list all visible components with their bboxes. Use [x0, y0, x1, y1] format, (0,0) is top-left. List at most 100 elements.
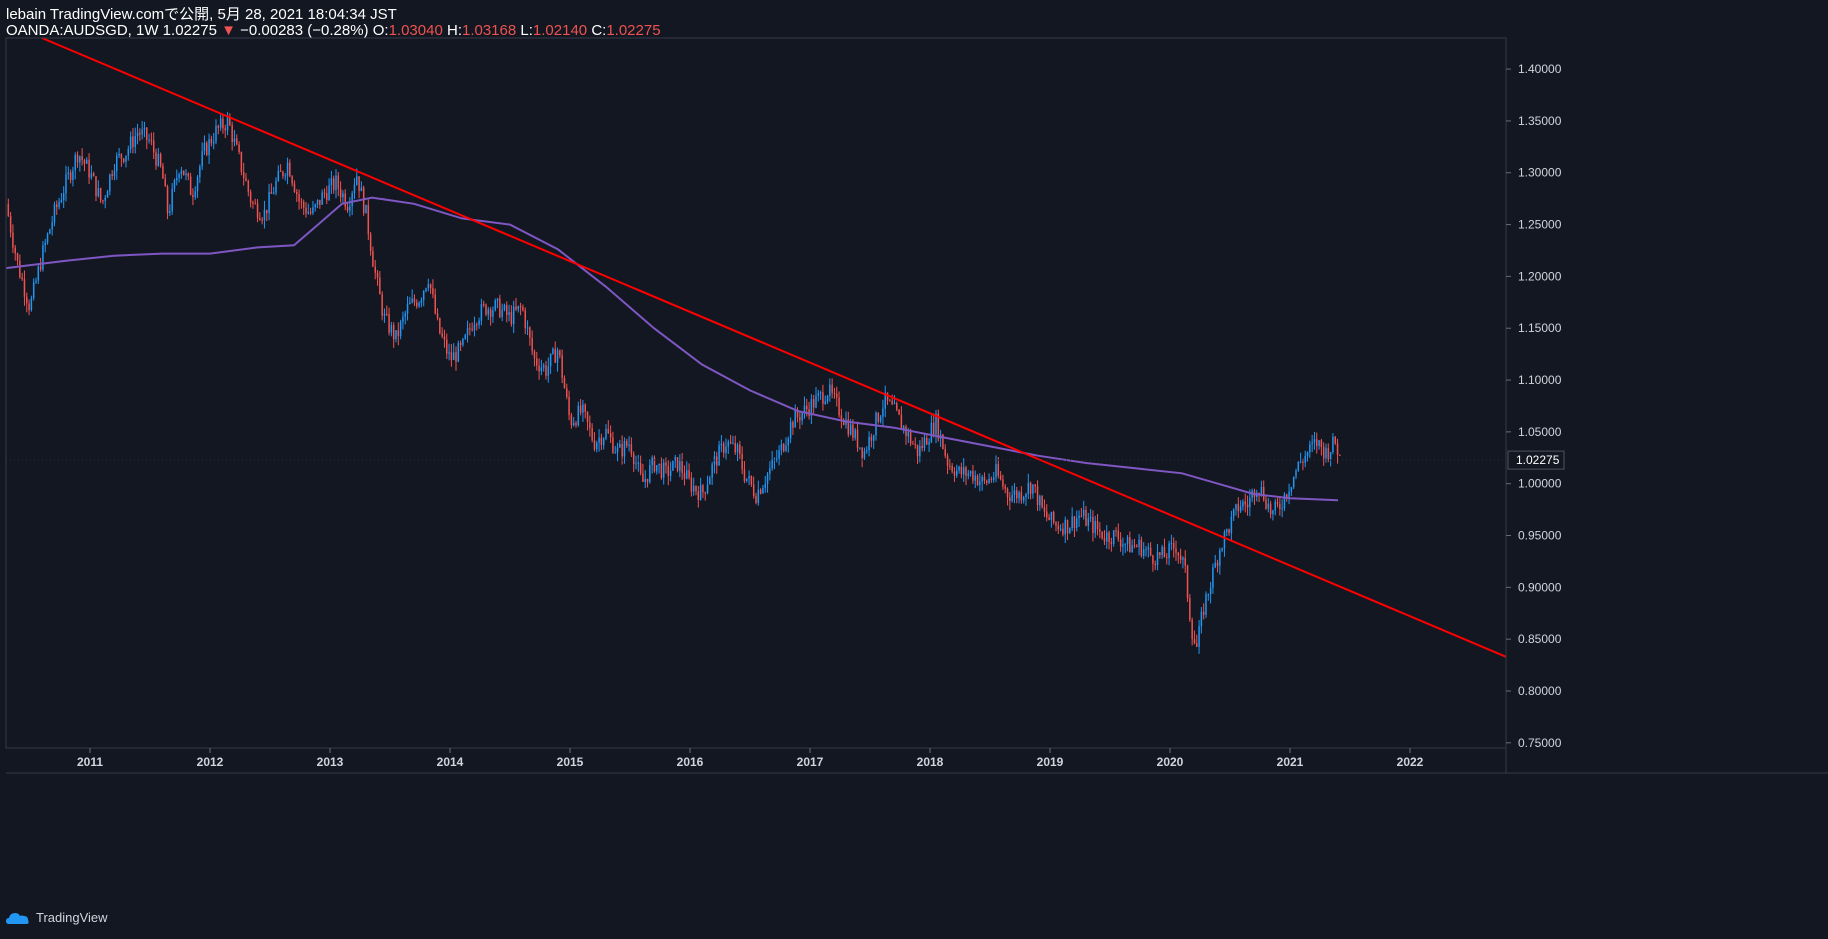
candle-body	[1309, 444, 1311, 453]
candle-body	[981, 476, 983, 482]
candle-body	[937, 413, 940, 439]
candle-body	[12, 232, 14, 248]
x-tick-label: 2016	[677, 755, 704, 769]
candle-body	[1043, 507, 1046, 512]
candle-body	[852, 424, 854, 438]
candle-body	[891, 400, 893, 405]
candle-body	[1110, 542, 1113, 544]
candle-body	[893, 403, 896, 405]
candle-body	[1073, 516, 1076, 529]
candle-body	[386, 313, 388, 315]
candle-body	[476, 324, 478, 326]
candle-body	[360, 187, 363, 192]
candle-body	[831, 384, 833, 393]
candle-body	[679, 461, 681, 471]
candle-body	[356, 176, 358, 185]
candle-body	[1106, 532, 1108, 542]
candle-body	[1292, 476, 1295, 488]
candle-body	[206, 142, 208, 155]
candle-body	[545, 365, 547, 376]
candle-body	[1078, 515, 1080, 518]
candle-body	[960, 466, 963, 475]
candle-body	[665, 462, 667, 466]
candle-body	[935, 413, 937, 435]
candle-body	[263, 209, 266, 221]
candle-body	[1274, 501, 1276, 511]
candle-body	[598, 437, 600, 443]
candle-body	[180, 170, 183, 175]
candle-body	[279, 170, 282, 172]
candle-body	[328, 185, 330, 201]
candle-body	[1022, 497, 1025, 501]
candle-body	[178, 174, 180, 178]
candle-body	[249, 191, 252, 203]
candle-body	[372, 251, 374, 267]
candle-body	[815, 395, 817, 408]
candle-body	[185, 173, 187, 176]
candle-body	[1062, 528, 1064, 535]
candle-body	[579, 405, 582, 413]
candle-body	[967, 473, 970, 476]
candle-body	[912, 443, 914, 445]
symbol-label[interactable]: OANDA:AUDSGD, 1W 1.02275	[6, 22, 217, 39]
candle-body	[1052, 511, 1055, 523]
candle-body	[812, 399, 815, 408]
candle-body	[1050, 511, 1053, 521]
candle-body	[1002, 479, 1004, 487]
candle-body	[492, 310, 494, 317]
candle-body	[716, 456, 718, 466]
candle-body	[803, 405, 806, 414]
candle-body	[455, 352, 457, 362]
candle-body	[750, 475, 753, 485]
candle-body	[487, 309, 490, 315]
low-label: L:	[520, 22, 533, 39]
candle-body	[1080, 515, 1083, 517]
candle-body	[1283, 494, 1286, 509]
candle-body	[46, 233, 49, 243]
candle-body	[171, 188, 173, 212]
candle-body	[459, 343, 462, 345]
y-tick-label: 0.75000	[1518, 736, 1562, 750]
candle-body	[26, 296, 28, 304]
candle-body	[14, 247, 16, 254]
candle-body	[829, 384, 831, 397]
candle-body	[577, 405, 580, 426]
candle-body	[1152, 555, 1154, 564]
candle-body	[1295, 470, 1297, 477]
candle-body	[134, 136, 136, 148]
candle-body	[533, 351, 536, 359]
candle-body	[600, 437, 603, 446]
candle-body	[81, 156, 83, 161]
candle-body	[312, 207, 314, 214]
candle-body	[381, 294, 383, 316]
candle-body	[824, 401, 826, 404]
candle-body	[1286, 494, 1288, 498]
candle-body	[65, 174, 67, 194]
candle-body	[686, 470, 688, 479]
candle-body	[549, 353, 552, 367]
candle-body	[789, 422, 792, 439]
candle-body	[369, 234, 372, 252]
candle-body	[529, 327, 531, 338]
candle-body	[480, 303, 483, 321]
candle-body	[222, 118, 224, 129]
candle-body	[37, 266, 40, 281]
y-tick-label: 1.10000	[1518, 373, 1562, 387]
candle-body	[907, 432, 910, 437]
candle-body	[1027, 482, 1030, 494]
tradingview-footer[interactable]: TradingView	[6, 910, 108, 925]
candle-body	[462, 338, 464, 345]
candle-body	[466, 328, 469, 335]
candle-body	[23, 279, 26, 297]
candle-body	[1318, 440, 1320, 446]
candle-body	[697, 491, 700, 500]
candle-body	[1313, 439, 1316, 443]
candle-body	[1020, 492, 1023, 501]
candle-body	[307, 211, 310, 214]
candle-body	[1299, 461, 1302, 463]
candle-body	[351, 193, 353, 207]
candle-body	[838, 397, 840, 416]
candle-body	[944, 449, 946, 456]
candle-body	[515, 306, 517, 310]
